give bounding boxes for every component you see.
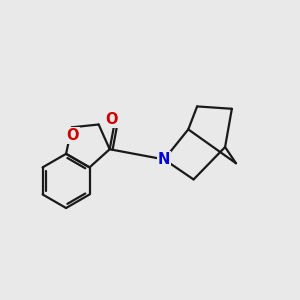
Text: O: O	[105, 112, 117, 127]
Text: N: N	[158, 152, 170, 167]
Text: O: O	[66, 128, 79, 143]
